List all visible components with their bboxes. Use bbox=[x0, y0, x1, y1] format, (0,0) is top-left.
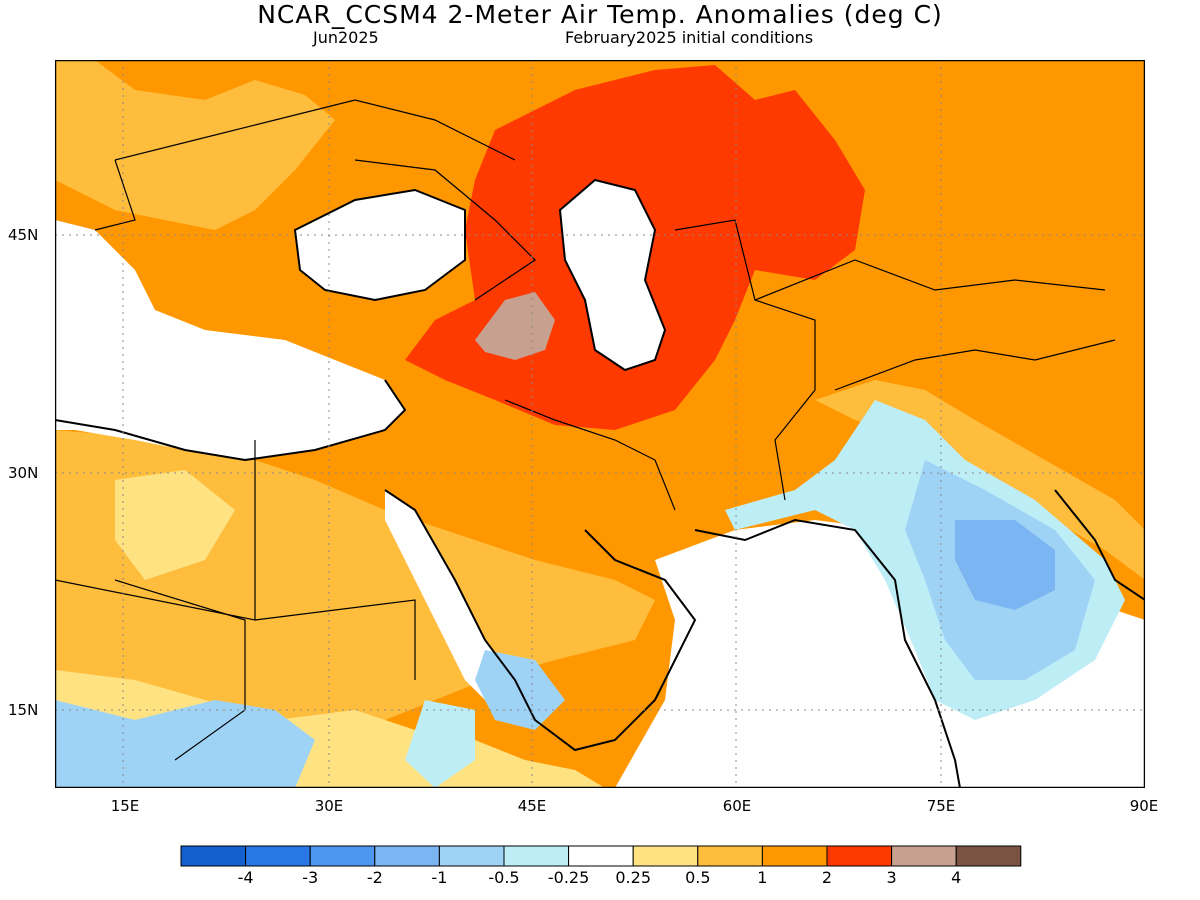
colorbar-tick-label: 0.25 bbox=[615, 868, 651, 887]
anomaly-band-0p25-0p5-africa bbox=[115, 470, 235, 580]
colorbar-swatch bbox=[632, 845, 699, 867]
lon-label-60e: 60E bbox=[722, 797, 752, 815]
lat-label-15n: 15N bbox=[8, 701, 39, 719]
colorbar-swatch bbox=[826, 845, 893, 867]
colorbar-tick-label: -3 bbox=[302, 868, 319, 887]
colorbar-swatch bbox=[180, 845, 247, 867]
lat-label-45n: 45N bbox=[8, 226, 39, 244]
colorbar-tick-label: 1 bbox=[757, 868, 768, 887]
anomaly-band-neg-africa-2 bbox=[405, 700, 475, 788]
anomaly-map bbox=[55, 60, 1145, 788]
colorbar-tick-label: 3 bbox=[886, 868, 897, 887]
lon-label-90e: 90E bbox=[1129, 797, 1159, 815]
neutral-red-sea bbox=[385, 490, 515, 710]
colorbar-swatch bbox=[761, 845, 828, 867]
colorbar-swatch bbox=[697, 845, 763, 867]
lon-label-15e: 15E bbox=[110, 797, 140, 815]
colorbar-swatch bbox=[891, 845, 957, 867]
colorbar-tick-label: 4 bbox=[951, 868, 962, 887]
lat-label-30n: 30N bbox=[8, 464, 39, 482]
colorbar-tick-label: 0.5 bbox=[685, 868, 711, 887]
colorbar-tick-label: -0.5 bbox=[488, 868, 520, 887]
map-frame bbox=[55, 60, 1145, 788]
gridlines bbox=[55, 60, 1145, 788]
anomaly-band-neg-africa bbox=[55, 700, 315, 788]
lon-label-30e: 30E bbox=[314, 797, 344, 815]
lon-label-45e: 45E bbox=[517, 797, 547, 815]
anomaly-band-3-4 bbox=[475, 292, 555, 360]
neutral-mediterranean bbox=[55, 220, 405, 460]
colorbar-tick-label: -0.25 bbox=[547, 868, 590, 887]
colorbar-swatch bbox=[245, 845, 311, 867]
anomaly-band-0p5-1-europe bbox=[55, 60, 335, 230]
lon-label-75e: 75E bbox=[926, 797, 956, 815]
colorbar-tick-label: 2 bbox=[821, 868, 833, 887]
colorbar-swatch bbox=[568, 845, 634, 867]
colorbar-swatch bbox=[309, 845, 376, 867]
colorbar-tick-label: -2 bbox=[366, 868, 383, 887]
colorbar-tick-label: -4 bbox=[237, 868, 254, 887]
political-borders bbox=[55, 99, 1116, 761]
colorbar-swatch bbox=[374, 845, 440, 867]
coastlines bbox=[55, 178, 1145, 788]
colorbar-tick-label: -1 bbox=[431, 868, 448, 887]
colorbar-swatch bbox=[955, 845, 1022, 867]
neutral-black-sea bbox=[295, 190, 465, 300]
chart-title: NCAR_CCSM4 2-Meter Air Temp. Anomalies (… bbox=[257, 0, 943, 29]
forecast-month: Jun2025 bbox=[313, 28, 379, 47]
initial-conditions: February2025 initial conditions bbox=[565, 28, 814, 47]
colorbar-swatch bbox=[438, 845, 505, 867]
colorbar bbox=[180, 845, 1022, 867]
colorbar-swatch bbox=[503, 845, 570, 867]
anomaly-band-neutral-caspian bbox=[560, 180, 665, 370]
anomaly-band-neg1-neg2 bbox=[955, 520, 1055, 610]
